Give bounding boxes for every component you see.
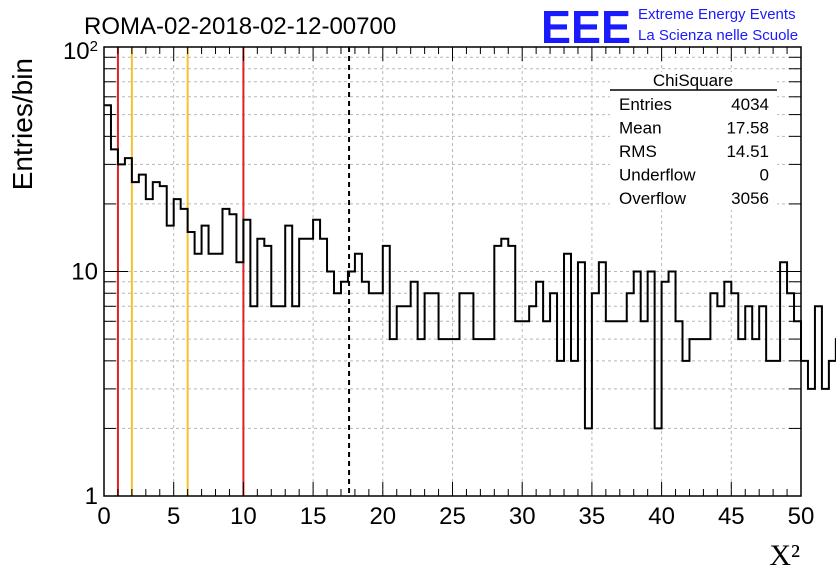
stats-value: 4034 xyxy=(731,95,769,114)
x-tick-label: 10 xyxy=(230,503,257,530)
stats-value: 17.58 xyxy=(726,119,769,138)
x-tick-label: 50 xyxy=(788,503,815,530)
y-axis-ticks: 1 10 102 xyxy=(63,38,801,510)
logo-line1: Extreme Energy Events xyxy=(638,6,796,23)
chart-title: ROMA-02-2018-02-12-00700 xyxy=(84,13,396,40)
y-axis-label: Entries/bin xyxy=(7,58,38,190)
grid xyxy=(104,47,801,496)
y-tick-label: 1 xyxy=(85,483,98,510)
stats-label: Overflow xyxy=(619,189,687,208)
eee-logo: EEE xyxy=(541,1,631,53)
stats-label: Entries xyxy=(619,95,672,114)
x-tick-label: 45 xyxy=(718,503,745,530)
y-tick-label: 102 xyxy=(63,38,98,65)
stats-value: 0 xyxy=(760,166,769,185)
y-tick-label: 10 xyxy=(71,259,98,286)
stats-value: 3056 xyxy=(731,189,769,208)
x-axis-label: X² xyxy=(769,539,800,572)
x-tick-label: 35 xyxy=(579,503,606,530)
stats-label: Mean xyxy=(619,119,662,138)
x-tick-label: 0 xyxy=(97,503,110,530)
logo-line2: La Scienza nelle Scuole xyxy=(638,27,798,44)
histogram-steps xyxy=(104,104,836,430)
stats-label: Underflow xyxy=(619,166,696,185)
x-tick-label: 15 xyxy=(300,503,327,530)
stats-title: ChiSquare xyxy=(653,71,733,90)
stats-label: RMS xyxy=(619,142,657,161)
stats-value: 14.51 xyxy=(726,142,769,161)
x-axis-ticks: 0 5 10 15 20 25 30 35 40 45 50 xyxy=(97,47,814,530)
stats-box: ChiSquare Entries 4034 Mean 17.58 RMS 14.51 Un… xyxy=(610,71,777,210)
reference-lines xyxy=(116,47,351,496)
x-tick-label: 5 xyxy=(167,503,180,530)
x-tick-label: 25 xyxy=(439,503,466,530)
x-tick-label: 20 xyxy=(369,503,396,530)
histogram xyxy=(104,104,836,430)
x-tick-label: 40 xyxy=(648,503,675,530)
x-tick-label: 30 xyxy=(509,503,536,530)
